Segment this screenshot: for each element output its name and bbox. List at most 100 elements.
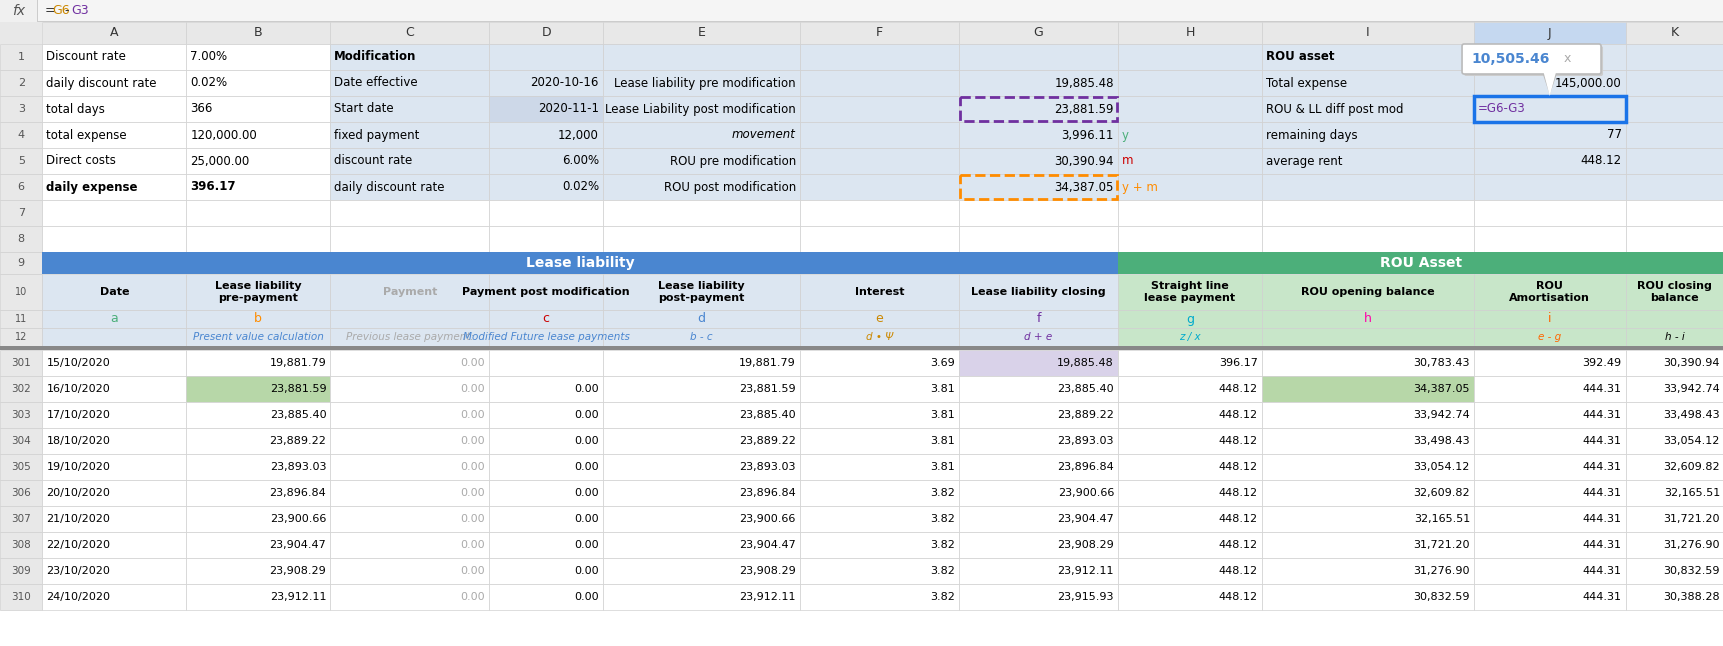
Bar [603,148,799,174]
Text: a: a [110,313,119,326]
Text: 32,165.51: 32,165.51 [1413,514,1470,524]
Bar [1625,376,1723,402]
Text: 302: 302 [12,384,31,394]
Bar [1473,22,1625,44]
Bar [1118,148,1261,174]
Bar [1118,402,1261,428]
Bar [0,274,43,310]
Bar [1625,226,1723,252]
Text: 19,881.79: 19,881.79 [269,358,326,368]
Text: 7.00%: 7.00% [190,50,227,63]
Bar [0,252,43,274]
Text: 0.00: 0.00 [574,592,598,602]
Bar [1118,70,1261,96]
Text: 5: 5 [17,156,24,166]
Text: ROU asset: ROU asset [1265,50,1334,63]
Text: 23,912.11: 23,912.11 [739,592,796,602]
Bar [489,532,603,558]
Text: z / x: z / x [1179,332,1201,342]
Text: Total expense: Total expense [1265,76,1346,90]
Bar [0,22,43,44]
Text: 2020-11-1: 2020-11-1 [538,103,598,116]
Text: 309: 309 [12,566,31,576]
Text: 0.00: 0.00 [460,436,486,446]
Bar [1261,174,1473,200]
Text: Direct costs: Direct costs [47,154,115,167]
Bar [603,328,799,346]
Bar [1473,200,1625,226]
Bar [1261,310,1473,328]
Text: b: b [255,313,262,326]
Bar [1118,252,1723,274]
Text: d • Ψ: d • Ψ [865,332,893,342]
Text: 32,609.82: 32,609.82 [1413,488,1470,498]
Bar [0,584,43,610]
Text: 25,000.00: 25,000.00 [190,154,250,167]
Bar [489,44,603,70]
Bar [1473,350,1625,376]
Bar [43,122,186,148]
Bar [1261,44,1473,70]
Bar [1261,428,1473,454]
Text: Lease liability
post-payment: Lease liability post-payment [658,281,744,303]
Polygon shape [1542,74,1556,95]
Text: 23,900.66: 23,900.66 [1056,488,1113,498]
Text: 23,885.40: 23,885.40 [269,410,326,420]
Text: 0.00: 0.00 [574,540,598,550]
Text: f: f [1036,313,1041,326]
Text: 6.00%: 6.00% [562,154,598,167]
Text: ROU post modification: ROU post modification [663,180,796,194]
Text: 301: 301 [12,358,31,368]
Bar [603,376,799,402]
Bar [958,200,1118,226]
Bar [958,506,1118,532]
Text: 308: 308 [12,540,31,550]
Text: 444.31: 444.31 [1582,540,1621,550]
Text: 31,276.90: 31,276.90 [1413,566,1470,576]
Bar [1261,148,1473,174]
Bar [489,480,603,506]
Bar [958,454,1118,480]
Text: 3.81: 3.81 [930,410,955,420]
Text: x: x [1563,52,1570,65]
Bar [0,376,43,402]
Text: 23,896.84: 23,896.84 [1056,462,1113,472]
Bar [489,402,603,428]
Text: 396.17: 396.17 [1218,358,1258,368]
Bar [186,96,331,122]
Text: 1: 1 [17,52,24,62]
Bar [1118,350,1261,376]
FancyBboxPatch shape [1461,44,1601,74]
Bar [186,122,331,148]
Bar [489,310,603,328]
Bar [331,274,489,310]
Bar [43,558,186,584]
Text: 0.02%: 0.02% [190,76,227,90]
Bar [1261,558,1473,584]
Text: 448.12: 448.12 [1218,488,1258,498]
Text: 444.31: 444.31 [1582,566,1621,576]
Bar [1118,226,1261,252]
Bar [603,454,799,480]
Bar [603,200,799,226]
Bar [799,226,958,252]
Text: 12: 12 [16,332,28,342]
Text: ROU closing
balance: ROU closing balance [1637,281,1711,303]
Text: 307: 307 [12,514,31,524]
Text: b - c: b - c [689,332,712,342]
Text: 448.12: 448.12 [1218,514,1258,524]
Bar [958,310,1118,328]
Text: 15/10/2020: 15/10/2020 [47,358,110,368]
Bar [1118,454,1261,480]
Bar [186,44,331,70]
Text: 33,942.74: 33,942.74 [1663,384,1720,394]
Bar [799,174,958,200]
Bar [1118,480,1261,506]
Text: Lease liability pre modification: Lease liability pre modification [613,76,796,90]
Bar [186,454,331,480]
Bar [0,0,38,22]
Bar [1625,328,1723,346]
Text: K: K [1670,26,1678,39]
Bar [1118,174,1261,200]
Text: 31,276.90: 31,276.90 [1663,540,1720,550]
